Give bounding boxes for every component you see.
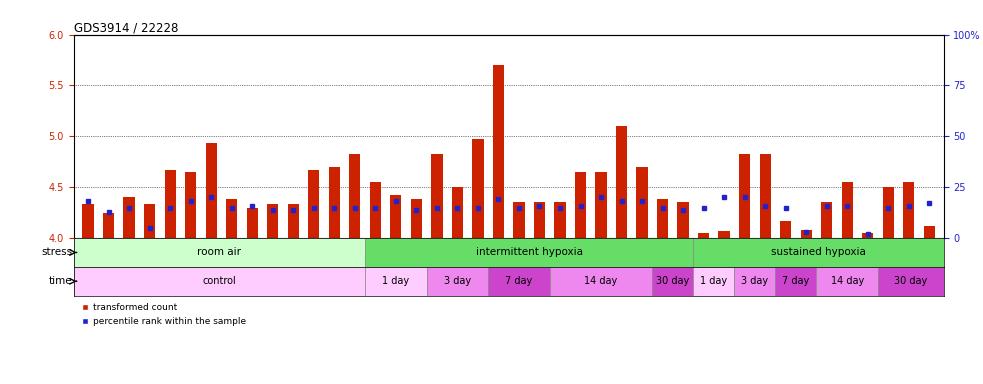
Bar	[677, 202, 689, 238]
Text: intermittent hypoxia: intermittent hypoxia	[476, 247, 583, 258]
Text: stress: stress	[41, 247, 73, 258]
Text: 1 day: 1 day	[700, 276, 727, 286]
Text: 14 day: 14 day	[585, 276, 617, 286]
Text: 30 day: 30 day	[895, 276, 928, 286]
Bar	[247, 207, 258, 238]
Text: room air: room air	[198, 247, 242, 258]
Bar	[205, 144, 217, 238]
Text: 3 day: 3 day	[741, 276, 769, 286]
Bar	[817, 267, 878, 296]
Bar	[800, 230, 812, 238]
Bar	[596, 172, 607, 238]
Legend: transformed count, percentile rank within the sample: transformed count, percentile rank withi…	[79, 300, 250, 329]
Text: 7 day: 7 day	[782, 276, 810, 286]
Bar	[349, 154, 361, 238]
Bar	[390, 195, 401, 238]
Text: control: control	[202, 276, 236, 286]
Bar	[489, 267, 549, 296]
Bar	[124, 197, 135, 238]
Bar	[878, 267, 944, 296]
Text: sustained hypoxia: sustained hypoxia	[771, 247, 866, 258]
Bar	[83, 205, 93, 238]
Text: 3 day: 3 day	[444, 276, 471, 286]
Text: 7 day: 7 day	[505, 276, 533, 286]
Bar	[513, 202, 525, 238]
Bar	[432, 154, 442, 238]
Bar	[74, 238, 365, 267]
Bar	[452, 187, 463, 238]
Bar	[185, 172, 197, 238]
Bar	[924, 226, 935, 238]
Bar	[616, 126, 627, 238]
Bar	[308, 170, 319, 238]
Bar	[328, 167, 340, 238]
Bar	[370, 182, 381, 238]
Bar	[411, 199, 422, 238]
Bar	[883, 187, 894, 238]
Bar	[549, 267, 653, 296]
Bar	[226, 199, 237, 238]
Bar	[719, 231, 729, 238]
Bar	[693, 238, 944, 267]
Text: time: time	[49, 276, 73, 286]
Text: 30 day: 30 day	[657, 276, 689, 286]
Bar	[103, 213, 114, 238]
Bar	[427, 267, 489, 296]
Bar	[821, 202, 833, 238]
Bar	[734, 267, 776, 296]
Bar	[698, 233, 710, 238]
Bar	[365, 238, 693, 267]
Bar	[144, 205, 155, 238]
Bar	[693, 267, 734, 296]
Text: GDS3914 / 22228: GDS3914 / 22228	[74, 22, 178, 35]
Bar	[636, 167, 648, 238]
Bar	[862, 233, 874, 238]
Bar	[288, 205, 299, 238]
Bar	[653, 267, 693, 296]
Bar	[903, 182, 914, 238]
Bar	[267, 205, 278, 238]
Bar	[164, 170, 176, 238]
Bar	[575, 172, 586, 238]
Text: 1 day: 1 day	[382, 276, 409, 286]
Bar	[554, 202, 565, 238]
Bar	[492, 65, 504, 238]
Bar	[365, 267, 427, 296]
Bar	[74, 267, 365, 296]
Bar	[739, 154, 750, 238]
Text: 14 day: 14 day	[831, 276, 864, 286]
Bar	[472, 139, 484, 238]
Bar	[841, 182, 853, 238]
Bar	[760, 154, 771, 238]
Bar	[534, 202, 546, 238]
Bar	[781, 221, 791, 238]
Bar	[657, 199, 668, 238]
Bar	[776, 267, 817, 296]
